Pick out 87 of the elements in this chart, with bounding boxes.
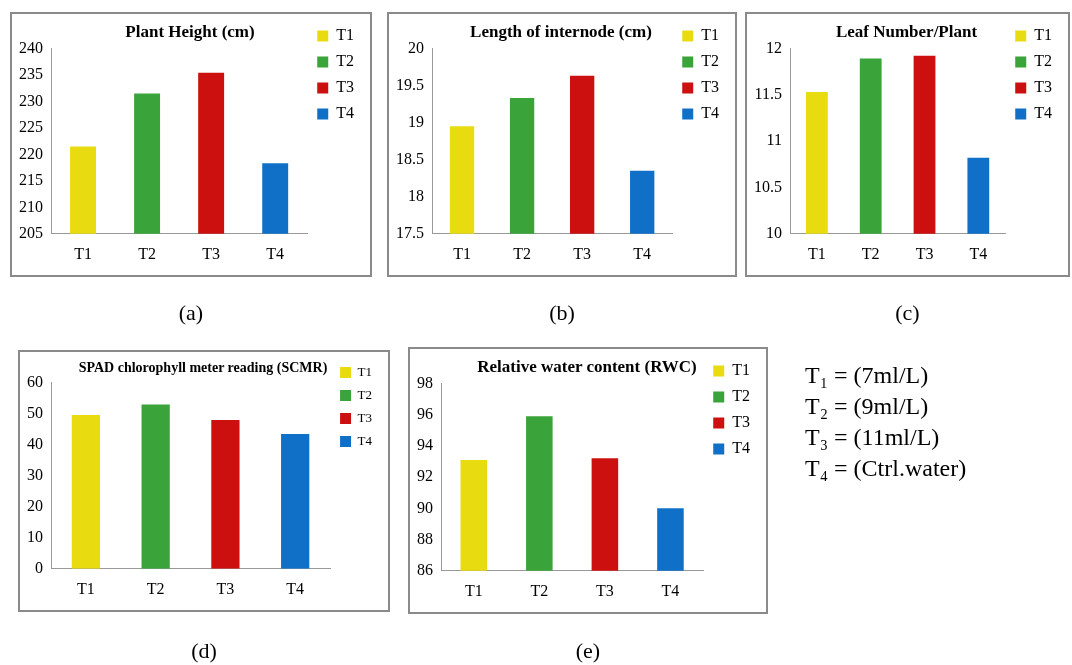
legend-label: T3: [732, 413, 751, 431]
x-tick-label: T1: [453, 244, 471, 262]
x-tick-label: T1: [74, 244, 92, 262]
legend-label: T2: [732, 387, 751, 405]
y-tick-label: 10.5: [754, 177, 782, 195]
x-tick-label: T2: [146, 579, 165, 597]
text: T₂ = (9ml/L): [805, 392, 930, 421]
chart-title: Plant Height (cm): [125, 21, 255, 41]
y-tick-label: 225: [19, 118, 43, 136]
y-tick-label: 96: [417, 404, 433, 422]
y-tick-label: 220: [19, 144, 43, 162]
y-tick-label: 235: [19, 65, 43, 83]
x-tick-label: T2: [861, 244, 880, 262]
y-tick-label: 10: [27, 528, 43, 545]
text: (a): [177, 300, 205, 326]
y-tick-label: 94: [417, 436, 433, 454]
legend-label: T4: [701, 104, 720, 122]
x-tick-label: T4: [969, 244, 988, 262]
text: (c): [894, 300, 921, 326]
y-tick-label: 215: [19, 171, 43, 189]
legend-label: T1: [1034, 26, 1053, 44]
x-tick-label: T3: [573, 244, 592, 262]
y-tick-label: 11.5: [754, 84, 782, 102]
x-tick-label: T3: [915, 244, 934, 262]
y-tick-label: 10: [766, 224, 782, 241]
x-tick-label: T2: [530, 581, 549, 599]
text: T₁ = (7ml/L): [805, 361, 930, 390]
y-tick-label: 230: [19, 91, 43, 109]
y-tick-label: 210: [19, 197, 43, 215]
y-tick-label: 19: [408, 112, 424, 130]
x-tick-label: T1: [464, 581, 483, 599]
legend-label: T3: [357, 409, 373, 425]
y-tick-label: 0: [35, 559, 43, 576]
legend-label: T4: [357, 432, 373, 448]
text: (b): [548, 300, 576, 326]
text: (d): [190, 638, 218, 664]
legend-label: T1: [357, 363, 373, 379]
text: T₃ = (11ml/L): [805, 423, 941, 452]
chart-title: Leaf Number/Plant: [835, 21, 978, 41]
y-tick-label: 205: [19, 224, 43, 241]
legend-label: T3: [1034, 78, 1053, 96]
chart-title: SPAD chlorophyll meter reading (SCMR): [78, 360, 328, 377]
legend-label: T3: [701, 78, 720, 96]
y-tick-label: 18: [408, 186, 424, 204]
y-tick-label: 17.5: [396, 224, 424, 241]
y-tick-label: 18.5: [396, 149, 424, 167]
y-tick-label: 50: [27, 404, 43, 421]
y-tick-label: 86: [417, 561, 433, 578]
legend-label: T2: [701, 52, 720, 70]
y-tick-label: 98: [417, 373, 433, 391]
x-tick-label: T2: [513, 244, 531, 262]
legend-label: T1: [732, 361, 751, 379]
y-tick-label: 88: [417, 529, 433, 547]
legend-label: T2: [1034, 52, 1053, 70]
y-tick-label: 12: [766, 38, 782, 56]
y-tick-label: 92: [417, 467, 433, 485]
x-tick-label: T4: [661, 581, 680, 599]
legend-label: T3: [336, 78, 355, 96]
chart-title: Relative water content (RWC): [477, 356, 697, 376]
y-tick-label: 11: [766, 131, 782, 149]
legend-label: T2: [357, 386, 373, 402]
x-tick-label: T1: [76, 579, 95, 597]
legend-label: T4: [732, 439, 751, 457]
y-tick-label: 40: [27, 435, 43, 452]
x-tick-label: T4: [633, 244, 652, 262]
legend-label: T4: [1034, 104, 1053, 122]
legend-label: T2: [336, 52, 355, 70]
x-tick-label: T4: [286, 579, 305, 597]
y-tick-label: 30: [27, 466, 43, 483]
x-tick-label: T1: [808, 244, 826, 262]
legend-label: T1: [701, 26, 720, 44]
x-tick-label: T3: [202, 244, 221, 262]
text: (e): [574, 638, 602, 664]
legend-label: T1: [336, 26, 355, 44]
y-tick-label: 90: [417, 498, 433, 516]
y-tick-label: 20: [408, 38, 424, 56]
x-tick-label: T2: [138, 244, 156, 262]
x-tick-label: T3: [216, 579, 235, 597]
y-tick-label: 240: [19, 38, 43, 56]
x-tick-label: T4: [266, 244, 285, 262]
y-tick-label: 60: [27, 373, 43, 390]
legend-label: T4: [336, 104, 355, 122]
y-tick-label: 20: [27, 497, 43, 514]
text: T₄ = (Ctrl.water): [805, 454, 967, 483]
chart-title: Length of internode (cm): [470, 21, 652, 41]
y-tick-label: 19.5: [396, 75, 424, 93]
x-tick-label: T3: [596, 581, 614, 599]
